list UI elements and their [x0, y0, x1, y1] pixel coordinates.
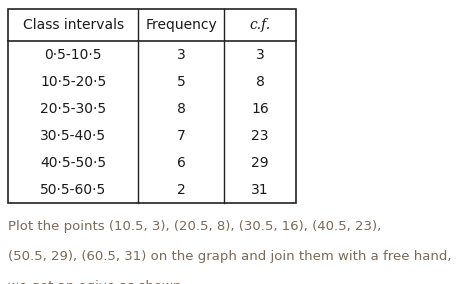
Text: 3: 3	[176, 48, 185, 62]
Text: 5: 5	[176, 75, 185, 89]
Text: 50·5-60·5: 50·5-60·5	[40, 183, 106, 197]
Text: 2: 2	[176, 183, 185, 197]
Text: 8: 8	[176, 102, 185, 116]
Text: Class intervals: Class intervals	[23, 18, 124, 32]
Text: 6: 6	[176, 156, 185, 170]
Text: 0·5-10·5: 0·5-10·5	[44, 48, 102, 62]
Text: 7: 7	[176, 129, 185, 143]
Text: 30·5-40·5: 30·5-40·5	[40, 129, 106, 143]
Text: 10·5-20·5: 10·5-20·5	[40, 75, 106, 89]
Text: (50.5, 29), (60.5, 31) on the graph and join them with a free hand,: (50.5, 29), (60.5, 31) on the graph and …	[8, 250, 451, 263]
Text: 31: 31	[251, 183, 268, 197]
Text: Plot the points (10.5, 3), (20.5, 8), (30.5, 16), (40.5, 23),: Plot the points (10.5, 3), (20.5, 8), (3…	[8, 220, 381, 233]
Text: 23: 23	[251, 129, 268, 143]
Text: 20·5-30·5: 20·5-30·5	[40, 102, 106, 116]
Text: 8: 8	[255, 75, 264, 89]
Text: c.f.: c.f.	[249, 18, 270, 32]
Text: Frequency: Frequency	[145, 18, 217, 32]
Text: 16: 16	[250, 102, 269, 116]
Bar	[8, 9, 295, 203]
Text: 40·5-50·5: 40·5-50·5	[40, 156, 106, 170]
Text: we get an ogive as shown:: we get an ogive as shown:	[8, 280, 186, 284]
Text: 3: 3	[255, 48, 264, 62]
Text: 29: 29	[251, 156, 268, 170]
